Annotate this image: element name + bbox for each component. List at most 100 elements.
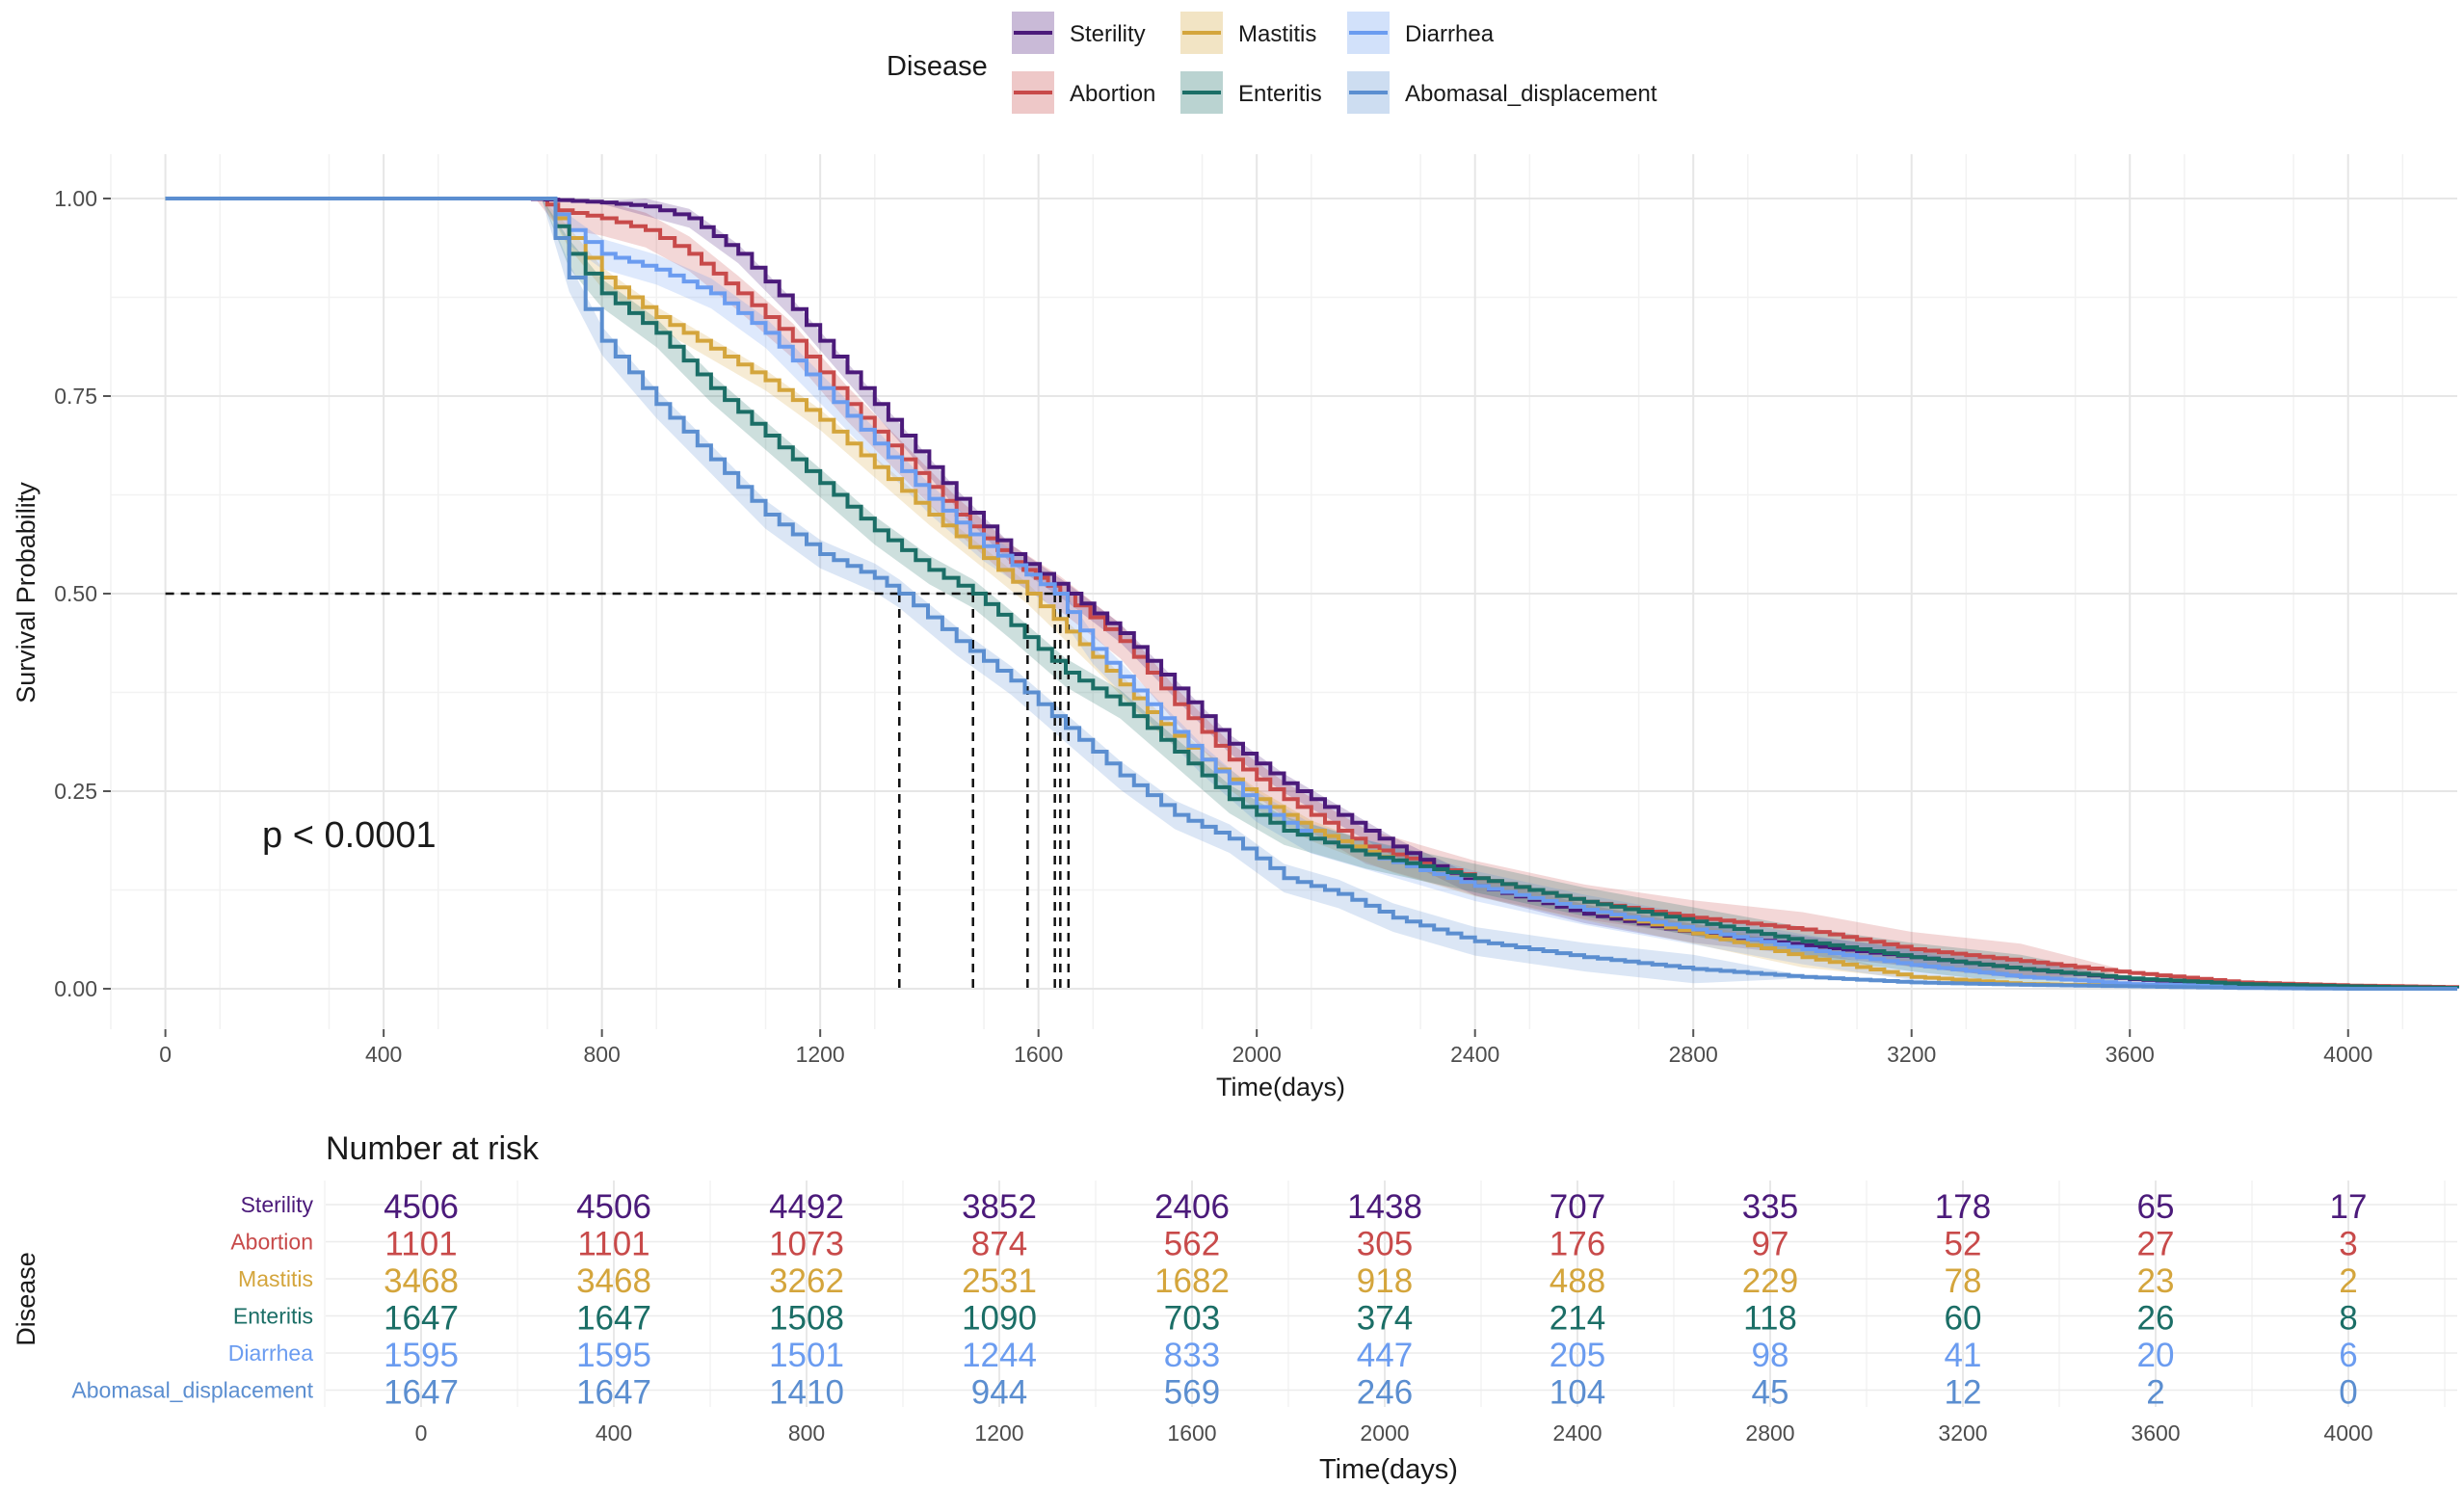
risk-table-ylabel: Disease <box>12 1252 40 1346</box>
x-tick-label: 1200 <box>796 1042 845 1067</box>
risk-x-tick-label: 3600 <box>2131 1420 2180 1446</box>
risk-cell: 918 <box>1357 1262 1413 1300</box>
x-tick-label: 1600 <box>1014 1042 1063 1067</box>
risk-cell: 52 <box>1945 1226 1982 1263</box>
legend-label: Enteritis <box>1238 81 1322 107</box>
x-tick-label: 400 <box>365 1042 402 1067</box>
legend-label: Abortion <box>1070 81 1155 107</box>
risk-cell: 2 <box>2339 1262 2357 1300</box>
risk-cell: 2 <box>2146 1374 2164 1412</box>
risk-cell: 23 <box>2137 1262 2175 1300</box>
risk-cell: 562 <box>1164 1226 1220 1263</box>
risk-cell: 1410 <box>769 1374 844 1412</box>
x-tick-label: 2000 <box>1232 1042 1282 1067</box>
x-tick-label: 2800 <box>1669 1042 1718 1067</box>
risk-x-tick-label: 800 <box>788 1420 825 1446</box>
risk-row-label-mastitis: Mastitis <box>238 1266 313 1291</box>
risk-cell: 707 <box>1550 1188 1605 1226</box>
risk-cell: 2406 <box>1154 1188 1230 1226</box>
survival-curve-abomasal-displacement <box>165 197 2457 991</box>
risk-cell: 1073 <box>769 1226 844 1263</box>
risk-cell: 1501 <box>769 1337 844 1374</box>
risk-cell: 8 <box>2339 1300 2357 1338</box>
risk-cell: 229 <box>1742 1262 1798 1300</box>
risk-cell: 205 <box>1550 1337 1605 1374</box>
risk-cell: 1090 <box>962 1300 1037 1338</box>
risk-cell: 17 <box>2330 1188 2368 1226</box>
risk-cell: 1647 <box>576 1374 651 1412</box>
legend-title: Disease <box>887 51 988 82</box>
x-tick-label: 800 <box>583 1042 620 1067</box>
risk-table-title: Number at risk <box>326 1130 540 1167</box>
risk-cell: 1647 <box>576 1300 651 1338</box>
risk-cell: 27 <box>2137 1226 2175 1263</box>
risk-cell: 3262 <box>769 1262 844 1300</box>
risk-cell: 488 <box>1550 1262 1605 1300</box>
risk-x-tick-label: 2400 <box>1552 1420 1602 1446</box>
risk-x-tick-label: 4000 <box>2323 1420 2372 1446</box>
risk-cell: 3468 <box>576 1262 651 1300</box>
risk-cell: 3 <box>2339 1226 2357 1263</box>
risk-cell: 45 <box>1752 1374 1789 1412</box>
x-tick-label: 3200 <box>1887 1042 1936 1067</box>
risk-cell: 78 <box>1945 1262 1982 1300</box>
risk-row-label-enteritis: Enteritis <box>233 1304 313 1329</box>
risk-table: Number at risk Sterility 4506 4506 4492 3852… <box>12 1130 2457 1485</box>
risk-cell: 1647 <box>384 1374 459 1412</box>
risk-cell: 1101 <box>577 1226 649 1263</box>
survival-plot: 0 400 800 1200 1600 2000 2400 2800 3200 3600 4000 0… <box>12 154 2459 1101</box>
risk-x-tick-label: 1600 <box>1167 1420 1216 1446</box>
risk-cell: 335 <box>1742 1188 1798 1226</box>
risk-row-label-abomasal-displacement: Abomasal_displacement <box>71 1378 313 1403</box>
y-tick-label: 0.50 <box>54 581 97 606</box>
risk-cell: 4506 <box>576 1188 651 1226</box>
y-tick-label: 1.00 <box>54 186 97 211</box>
risk-cell: 447 <box>1357 1337 1413 1374</box>
risk-cell: 41 <box>1945 1337 1982 1374</box>
risk-cell: 1438 <box>1347 1188 1422 1226</box>
risk-cell: 1508 <box>769 1300 844 1338</box>
risk-cell: 65 <box>2137 1188 2175 1226</box>
risk-cell: 1595 <box>576 1337 651 1374</box>
risk-cell: 246 <box>1357 1374 1413 1412</box>
risk-row-label-abortion: Abortion <box>230 1230 313 1255</box>
x-tick-label: 3600 <box>2106 1042 2155 1067</box>
risk-cell: 97 <box>1752 1226 1789 1263</box>
risk-cell: 0 <box>2339 1374 2357 1412</box>
risk-cell: 1101 <box>384 1226 457 1263</box>
risk-x-tick-label: 3200 <box>1938 1420 1987 1446</box>
risk-x-tick-label: 0 <box>415 1420 428 1446</box>
risk-cell: 178 <box>1935 1188 1991 1226</box>
risk-cell: 118 <box>1743 1300 1797 1338</box>
survival-curve-enteritis <box>165 197 2459 990</box>
risk-cell: 569 <box>1164 1374 1220 1412</box>
risk-cell: 98 <box>1752 1337 1789 1374</box>
legend-label: Abomasal_displacement <box>1405 81 1657 107</box>
risk-cell: 214 <box>1550 1300 1605 1338</box>
risk-cell: 4506 <box>384 1188 459 1226</box>
x-tick-label: 4000 <box>2323 1042 2372 1067</box>
legend-item-enteritis: Enteritis <box>1180 71 1322 114</box>
survival-curve-abortion <box>165 197 2459 990</box>
risk-cell: 3468 <box>384 1262 459 1300</box>
risk-cell: 874 <box>971 1226 1027 1263</box>
y-tick-label: 0.00 <box>54 976 97 1001</box>
risk-x-tick-label: 1200 <box>974 1420 1023 1446</box>
y-tick-label: 0.25 <box>54 779 97 804</box>
legend-item-abortion: Abortion <box>1012 71 1155 114</box>
risk-cell: 26 <box>2137 1300 2175 1338</box>
risk-cell: 60 <box>1945 1300 1982 1338</box>
legend-item-diarrhea: Diarrhea <box>1347 12 1495 54</box>
risk-cell: 1595 <box>384 1337 459 1374</box>
risk-cell: 2531 <box>962 1262 1037 1300</box>
legend-label: Diarrhea <box>1405 21 1495 47</box>
x-tick-label: 0 <box>159 1042 172 1067</box>
risk-x-tick-label: 400 <box>596 1420 632 1446</box>
y-tick-label: 0.75 <box>54 384 97 409</box>
x-axis-label: Time(days) <box>1216 1073 1345 1101</box>
y-axis-label: Survival Probability <box>12 482 40 703</box>
risk-cell: 833 <box>1164 1337 1220 1374</box>
p-value-annotation: p < 0.0001 <box>262 815 437 856</box>
risk-cell: 1647 <box>384 1300 459 1338</box>
